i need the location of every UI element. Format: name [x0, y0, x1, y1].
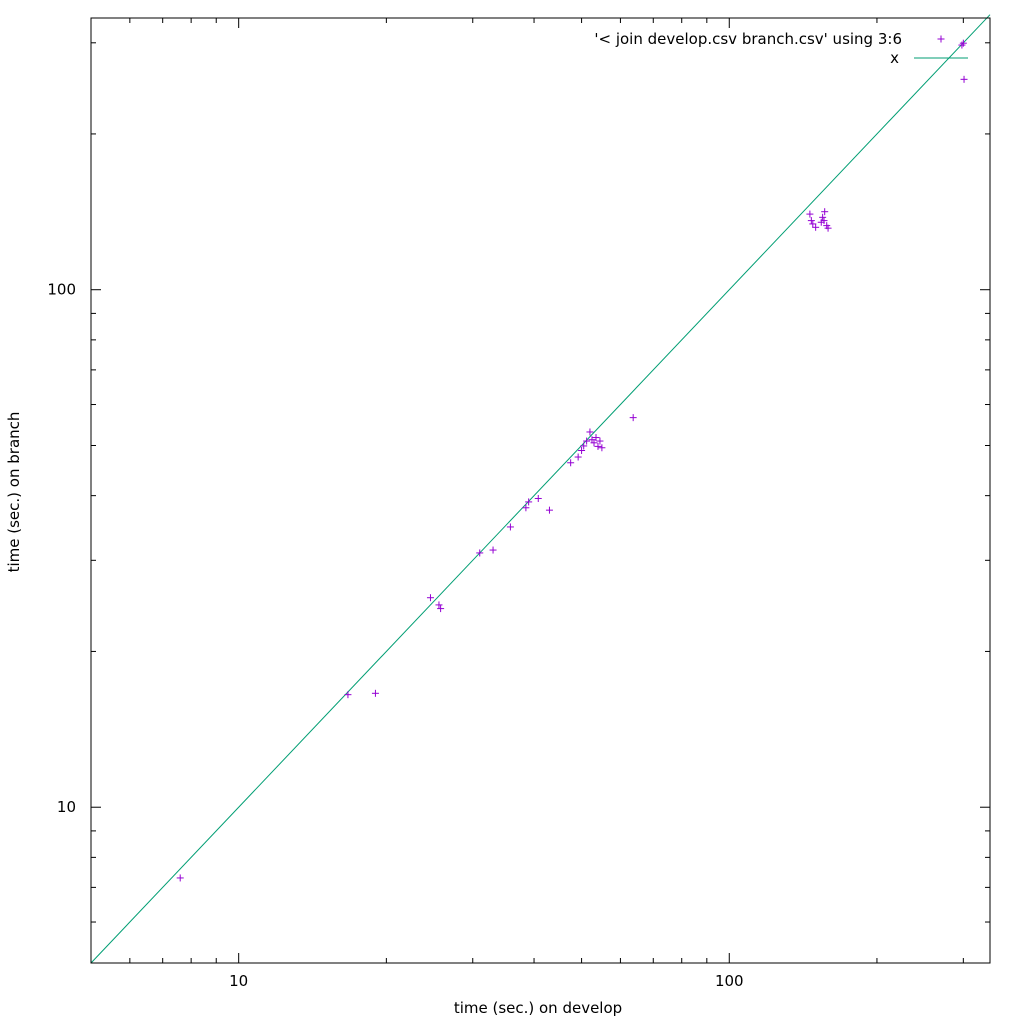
- data-points-layer: [176, 39, 968, 882]
- data-point: [578, 446, 586, 454]
- data-point: [344, 691, 352, 699]
- legend-marker-scatter: [937, 35, 945, 43]
- data-point: [812, 223, 820, 231]
- y-axis-title: time (sec.) on branch: [5, 412, 23, 573]
- data-point: [592, 434, 600, 442]
- data-point: [629, 414, 637, 422]
- x-axis-title: time (sec.) on develop: [454, 999, 622, 1017]
- legend-label-line: x: [890, 49, 899, 67]
- data-point: [534, 494, 542, 502]
- data-point: [489, 546, 497, 554]
- data-point: [820, 217, 828, 225]
- identity-line-layer: [90, 14, 991, 964]
- data-point: [819, 213, 827, 221]
- data-point: [959, 39, 967, 47]
- data-point: [594, 442, 602, 450]
- data-point: [824, 224, 832, 232]
- data-point: [583, 437, 591, 445]
- legend-label-scatter: '< join develop.csv branch.csv' using 3:…: [594, 30, 902, 48]
- data-point: [525, 498, 533, 506]
- x-tick-label: 100: [715, 972, 744, 990]
- data-point: [522, 504, 530, 512]
- x-tick-label: 10: [229, 972, 248, 990]
- data-point: [960, 75, 968, 83]
- data-point: [426, 594, 434, 602]
- y-tick-label: 100: [47, 281, 76, 299]
- legend-plus-marker: [937, 35, 945, 43]
- legend: '< join develop.csv branch.csv' using 3:…: [594, 30, 968, 67]
- data-point: [545, 506, 553, 514]
- data-point: [821, 208, 829, 216]
- data-point: [580, 442, 588, 450]
- tick-labels-layer: 10 100 10 100: [47, 281, 743, 990]
- identity-line: [90, 14, 991, 964]
- data-point: [437, 605, 445, 613]
- data-point: [596, 437, 604, 445]
- data-point: [586, 428, 594, 436]
- data-point: [574, 453, 582, 461]
- data-point: [506, 523, 514, 531]
- data-point: [806, 210, 814, 218]
- y-tick-label: 10: [57, 798, 76, 816]
- data-point: [590, 439, 598, 447]
- data-point: [371, 689, 379, 697]
- data-point: [807, 217, 815, 225]
- data-point: [176, 874, 184, 882]
- ticks-layer: [90, 18, 990, 964]
- data-point: [476, 549, 484, 557]
- data-point: [567, 459, 575, 467]
- data-point: [809, 220, 817, 228]
- plot-frame: [90, 17, 991, 964]
- data-point: [598, 444, 606, 452]
- data-point: [435, 601, 443, 609]
